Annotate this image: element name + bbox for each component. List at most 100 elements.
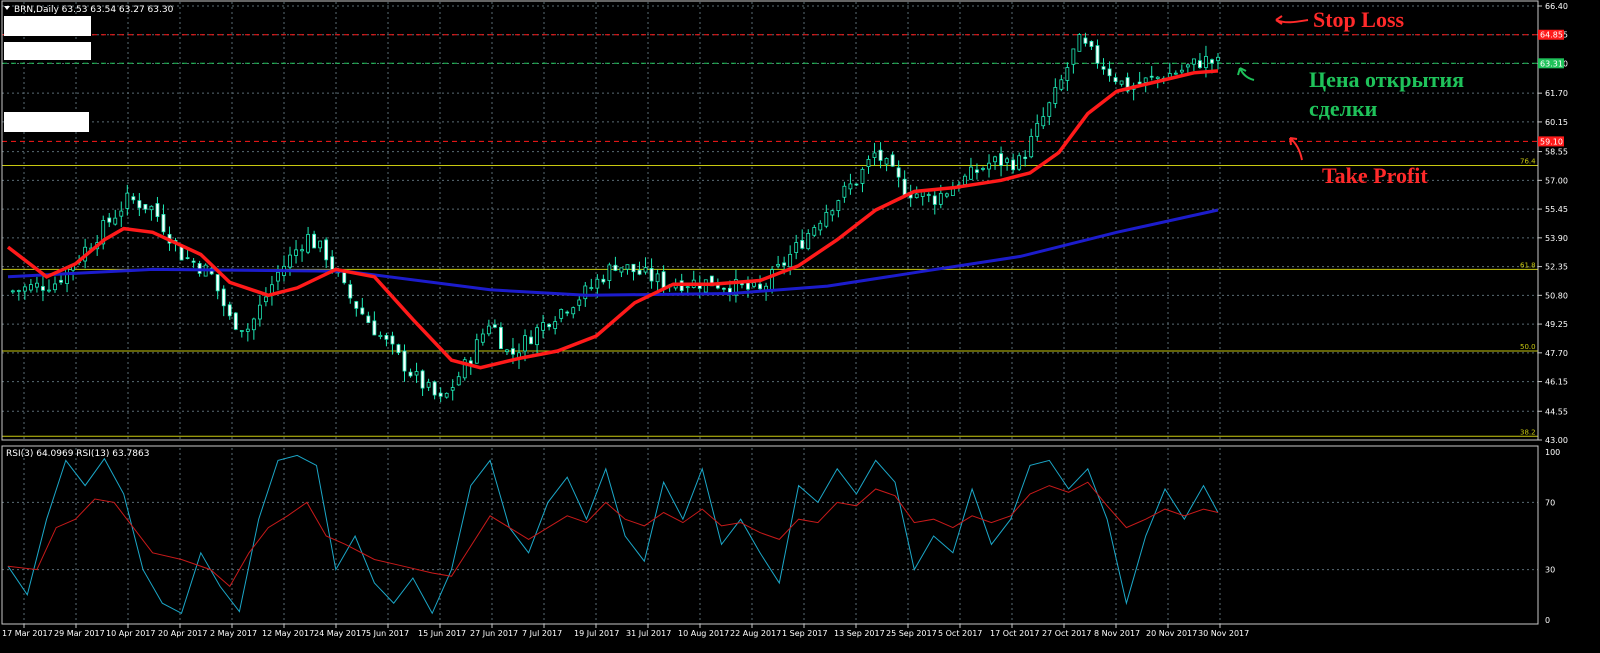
candle-body <box>402 350 407 372</box>
x-tick-label: 8 Nov 2017 <box>1094 629 1140 638</box>
candle-body <box>143 204 148 210</box>
rsi-header: RSI(3) 64.0969 RSI(13) 63.7863 <box>6 449 149 459</box>
candle-body <box>450 387 455 391</box>
x-tick-label: 10 Aug 2017 <box>678 629 729 638</box>
candle-body <box>35 282 39 288</box>
candle-body <box>1198 60 1202 68</box>
candle-body <box>1179 69 1184 73</box>
candle-body <box>276 271 280 282</box>
entry-annotation-line1: Цена открытия <box>1309 67 1465 92</box>
candle-body <box>932 195 937 205</box>
candle-body <box>47 289 51 292</box>
x-tick-label: 10 Apr 2017 <box>106 629 155 638</box>
candle-body <box>505 349 509 353</box>
x-tick-label: 5 Jun 2017 <box>366 629 409 638</box>
y-tick-label: 61.70 <box>1545 89 1568 98</box>
candle-body <box>161 214 166 233</box>
candle-body <box>16 290 21 292</box>
candle-body <box>408 371 413 377</box>
entry-price-label: 63.31 <box>1540 59 1563 68</box>
candle-body <box>776 264 781 267</box>
stop-loss-price-box <box>1538 29 1564 40</box>
candle-body <box>426 382 431 388</box>
candle-body <box>625 264 630 270</box>
candle-body <box>1125 77 1130 92</box>
candle-body <box>1023 156 1028 159</box>
candle-body <box>523 335 527 352</box>
candle-body <box>1035 122 1040 137</box>
candle-body <box>613 264 618 271</box>
candle-body <box>1216 56 1220 62</box>
candles <box>10 32 1220 403</box>
candle-body <box>1053 87 1058 104</box>
candle-body <box>637 269 642 275</box>
y-tick-label: 55.45 <box>1545 205 1568 214</box>
x-tick-label: 1 Sep 2017 <box>782 629 828 638</box>
candle-body <box>378 334 383 337</box>
candle-body <box>1137 81 1142 85</box>
fib-level-label: 76.4 <box>1520 158 1536 166</box>
candle-body <box>396 344 401 354</box>
candle-body <box>53 283 57 291</box>
fib-level-label: 50.0 <box>1520 343 1536 351</box>
candle-body <box>758 283 762 290</box>
y-tick-label: 47.70 <box>1545 349 1568 358</box>
fib-level-label: 61.8 <box>1520 261 1536 269</box>
y-tick-label: 58.55 <box>1545 148 1568 157</box>
candle-body <box>318 240 323 249</box>
y-tick-label: 53.90 <box>1545 234 1568 243</box>
y-tick-label: 49.25 <box>1545 320 1568 329</box>
rsi-y-tick-label: 70 <box>1545 498 1555 507</box>
candle-body <box>251 318 256 331</box>
y-tick-label: 44.55 <box>1545 407 1568 416</box>
rsi-panel-frame <box>1 445 1539 625</box>
candle-body <box>1017 155 1022 170</box>
candle-body <box>191 260 196 263</box>
take-profit-price-label: 59.10 <box>1540 137 1563 146</box>
candle-body <box>571 307 576 315</box>
candle-body <box>896 167 901 178</box>
redaction-box <box>4 16 91 36</box>
candle-body <box>1113 77 1118 83</box>
candle-body <box>1173 72 1178 75</box>
x-tick-label: 17 Mar 2017 <box>2 629 53 638</box>
rsi-lines <box>7 454 1219 615</box>
x-tick-label: 20 Nov 2017 <box>1146 629 1197 638</box>
moving-averages <box>6 69 1219 370</box>
candle-body <box>245 328 250 332</box>
candle-body <box>631 263 636 273</box>
candle-body <box>1089 41 1094 47</box>
candle-body <box>348 284 353 299</box>
candle-body <box>860 168 865 184</box>
candle-body <box>324 239 329 261</box>
candle-body <box>1029 135 1034 158</box>
collapse-icon[interactable] <box>4 6 10 10</box>
stop-loss-price-label: 64.85 <box>1540 31 1563 40</box>
x-tick-label: 15 Jun 2017 <box>418 629 466 638</box>
x-tick-label: 20 Apr 2017 <box>158 629 207 638</box>
candle-body <box>462 359 467 379</box>
candle-body <box>601 278 606 283</box>
candle-body <box>511 348 515 355</box>
candle-body <box>685 286 690 289</box>
candle-body <box>1119 80 1124 85</box>
candle-body <box>480 333 485 343</box>
frame <box>1 0 1539 625</box>
candle-body <box>354 301 359 309</box>
candle-body <box>944 193 949 197</box>
x-tick-label: 27 Oct 2017 <box>1042 629 1091 638</box>
candle-body <box>607 264 612 281</box>
candle-body <box>101 220 106 245</box>
candle-body <box>734 279 738 296</box>
candle-body <box>1143 77 1148 83</box>
candle-body <box>854 183 859 186</box>
entry-price-annotation: Цена открытия сделки <box>1309 65 1464 123</box>
candle-body <box>185 257 190 260</box>
take-profit-annotation: Take Profit <box>1322 163 1428 188</box>
x-tick-label: 5 Oct 2017 <box>938 629 982 638</box>
stop-loss-arrow-icon <box>1275 15 1309 25</box>
candle-body <box>824 211 829 227</box>
candle-body <box>10 290 15 293</box>
candle-body <box>360 307 365 315</box>
